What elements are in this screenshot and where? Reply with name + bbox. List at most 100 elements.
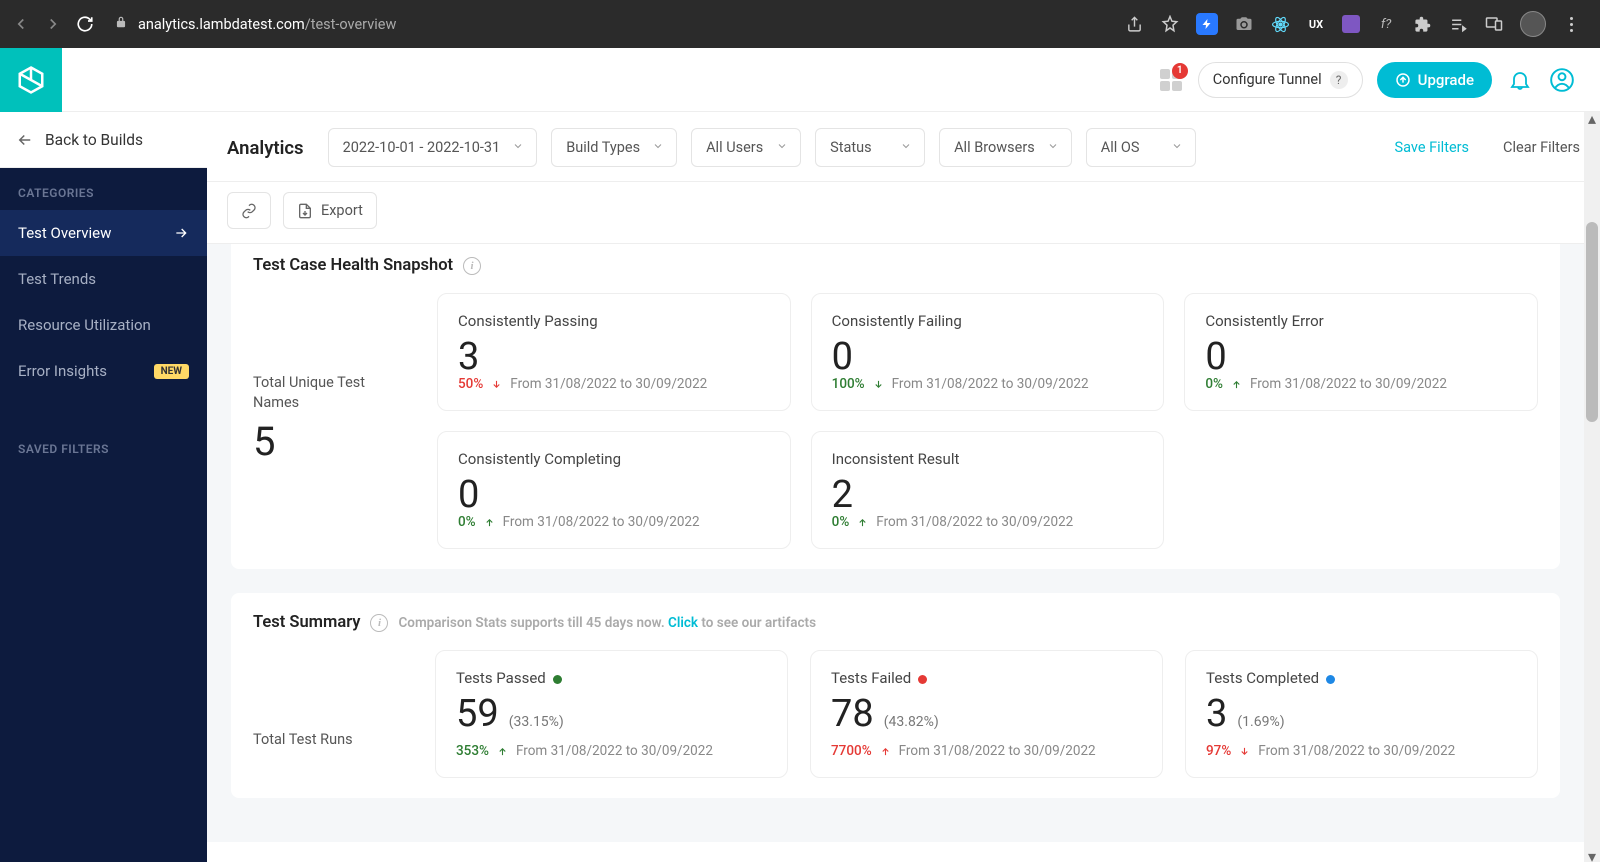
os-filter[interactable]: All OS [1086,128,1196,167]
browsers-filter[interactable]: All Browsers [939,128,1072,167]
delta-range: From 31/08/2022 to 30/09/2022 [899,743,1096,759]
apps-grid-button[interactable]: 1 [1158,67,1184,93]
configure-tunnel-button[interactable]: Configure Tunnel ? [1198,62,1363,98]
puzzle-icon[interactable] [1412,14,1432,34]
status-filter[interactable]: Status [815,128,925,167]
scroll-up-icon[interactable]: ▴ [1586,112,1598,124]
sidebar-saved-filters-label: SAVED FILTERS [0,424,207,466]
export-button[interactable]: Export [283,192,377,229]
back-to-builds-label: Back to Builds [45,131,143,149]
scrollbar-thumb[interactable] [1586,222,1598,422]
delta-range: From 31/08/2022 to 30/09/2022 [510,376,707,392]
metric-delta: 0% From 31/08/2022 to 30/09/2022 [832,514,1144,530]
build-types-filter[interactable]: Build Types [551,128,677,167]
arrow-up-icon [497,746,508,757]
date-range-value: 2022-10-01 - 2022-10-31 [343,139,501,156]
delta-range: From 31/08/2022 to 30/09/2022 [892,376,1089,392]
chevron-down-icon [900,139,912,156]
upgrade-label: Upgrade [1418,71,1474,89]
delta-range: From 31/08/2022 to 30/09/2022 [1258,743,1455,759]
metric-delta: 97% From 31/08/2022 to 30/09/2022 [1206,743,1517,759]
metric-value: 0 [1205,338,1517,376]
arrow-up-icon [857,517,868,528]
ext-purple-icon[interactable] [1342,15,1360,33]
upgrade-button[interactable]: Upgrade [1377,62,1492,98]
delta-range: From 31/08/2022 to 30/09/2022 [876,514,1073,530]
copy-link-button[interactable] [227,192,271,229]
metric-delta: 0% From 31/08/2022 to 30/09/2022 [1205,376,1517,392]
devices-icon[interactable] [1484,14,1504,34]
notifications-icon[interactable] [1506,66,1534,94]
ux-icon[interactable]: UX [1306,14,1326,34]
browser-reload-icon[interactable] [74,13,96,35]
sidebar-item-test-trends[interactable]: Test Trends [0,256,207,302]
help-icon: ? [1330,71,1348,89]
metric-title: Consistently Passing [458,312,770,330]
metric-title: Tests Failed [831,669,1142,687]
browser-avatar[interactable] [1520,11,1546,37]
delta-percent: 0% [1205,376,1223,392]
delta-percent: 100% [832,376,865,392]
summary-note-link[interactable]: Click [668,615,698,631]
metric-value: 3 [1206,695,1227,733]
back-to-builds-button[interactable]: Back to Builds [0,112,207,168]
url-path: /test-overview [305,16,397,33]
main-layout: Back to Builds CATEGORIES Test Overview … [0,112,1600,862]
app-logo[interactable] [0,48,62,112]
test-summary-panel: Test Summary i Comparison Stats supports… [231,593,1560,798]
scrollbar[interactable]: ▴ ▾ [1584,112,1600,862]
content-area: Analytics 2022-10-01 - 2022-10-31 Build … [207,112,1600,862]
browsers-value: All Browsers [954,139,1035,156]
scroll-down-icon[interactable]: ▾ [1586,850,1598,862]
status-dot-icon [1326,675,1335,684]
browser-forward-icon[interactable] [42,13,64,35]
health-panel-title: Test Case Health Snapshot [253,256,453,275]
users-filter[interactable]: All Users [691,128,801,167]
build-types-value: Build Types [566,139,640,156]
date-range-filter[interactable]: 2022-10-01 - 2022-10-31 [328,128,538,167]
summary-panel-title: Test Summary [253,613,360,632]
notification-badge: 1 [1172,63,1188,79]
sidebar-item-label: Test Overview [18,224,111,242]
metric-delta: 100% From 31/08/2022 to 30/09/2022 [832,376,1144,392]
health-cards-grid: Consistently Passing 3 50% From 31/08/20… [437,293,1538,549]
sidebar-item-error-insights[interactable]: Error Insights NEW [0,348,207,394]
sidebar-item-label: Resource Utilization [18,316,151,334]
user-profile-icon[interactable] [1548,66,1576,94]
delta-percent: 97% [1206,743,1231,759]
playlist-icon[interactable] [1448,14,1468,34]
react-icon[interactable] [1270,14,1290,34]
info-icon[interactable]: i [463,257,481,275]
share-icon[interactable] [1124,14,1144,34]
chevron-down-icon [1047,139,1059,156]
info-icon[interactable]: i [370,614,388,632]
browser-back-icon[interactable] [10,13,32,35]
browser-menu-icon[interactable] [1562,17,1580,32]
delta-range: From 31/08/2022 to 30/09/2022 [1250,376,1447,392]
summary-note: Comparison Stats supports till 45 days n… [398,615,816,631]
clear-filters-link[interactable]: Clear Filters [1503,139,1580,156]
star-icon[interactable] [1160,14,1180,34]
summary-metric-card: Tests Failed 78 (43.82%) 7700% From 31/0… [810,650,1163,778]
sidebar-item-label: Error Insights [18,362,107,380]
metric-delta: 0% From 31/08/2022 to 30/09/2022 [458,514,770,530]
sidebar-item-test-overview[interactable]: Test Overview [0,210,207,256]
url-bar[interactable]: analytics.lambdatest.com/test-overview [108,15,1112,33]
save-filters-link[interactable]: Save Filters [1395,139,1470,156]
sidebar-item-label: Test Trends [18,270,96,288]
filter-bar: Analytics 2022-10-01 - 2022-10-31 Build … [207,112,1600,182]
font-icon[interactable]: f? [1376,14,1396,34]
metric-value: 59 [456,695,499,733]
status-dot-icon [553,675,562,684]
summary-metric-card: Tests Completed 3 (1.69%) 97% From 31/08… [1185,650,1538,778]
metric-title: Tests Completed [1206,669,1517,687]
app-topbar: 1 Configure Tunnel ? Upgrade [0,48,1600,112]
ext-blue-icon[interactable] [1196,13,1218,35]
summary-total-label: Total Test Runs [253,730,413,750]
arrow-down-icon [873,379,884,390]
camera-icon[interactable] [1234,14,1254,34]
chevron-down-icon [776,139,788,156]
delta-percent: 0% [832,514,850,530]
sidebar-item-resource-utilization[interactable]: Resource Utilization [0,302,207,348]
metric-value-row: 59 (33.15%) [456,695,767,733]
